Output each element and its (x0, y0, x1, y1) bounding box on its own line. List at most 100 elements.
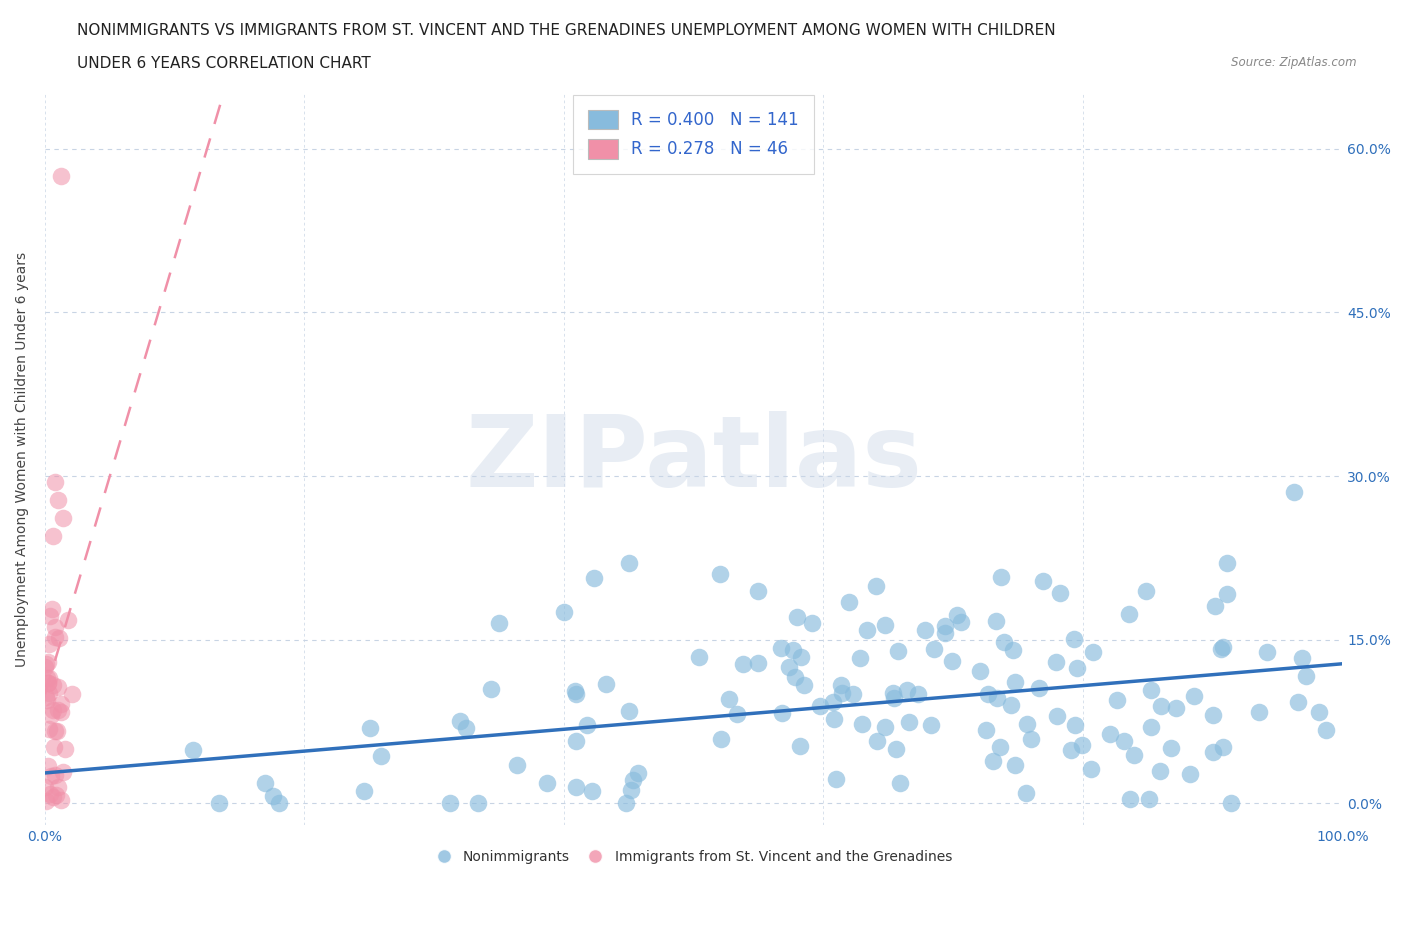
Point (39, 787, 62, 802)
Point (42, 677, 65, 692)
Point (801, 616, 824, 631)
Point (793, 677, 815, 692)
Point (41, 703, 63, 718)
Point (838, 594, 860, 609)
Point (583, 571, 606, 586)
Point (914, 623, 936, 638)
Point (907, 686, 929, 701)
Point (1315, 723, 1337, 737)
Point (988, 740, 1011, 755)
Point (44, 768, 66, 783)
Point (45, 724, 67, 738)
Point (467, 796, 489, 811)
Text: UNDER 6 YEARS CORRELATION CHART: UNDER 6 YEARS CORRELATION CHART (77, 56, 371, 71)
Point (950, 615, 973, 630)
Point (1137, 791, 1160, 806)
Point (831, 685, 853, 700)
Point (1212, 740, 1234, 755)
Point (873, 720, 896, 735)
Point (37, 655, 59, 670)
Point (823, 711, 845, 726)
Point (595, 676, 617, 691)
Point (718, 691, 741, 706)
Point (1019, 731, 1042, 746)
Point (1256, 644, 1278, 659)
Point (49, 705, 72, 720)
Point (620, 783, 643, 798)
Point (39, 769, 62, 784)
Point (565, 686, 588, 701)
Point (993, 634, 1015, 649)
Point (35, 793, 58, 808)
Point (1004, 674, 1026, 689)
Point (48, 702, 70, 717)
Point (782, 643, 804, 658)
Point (887, 644, 910, 658)
Point (262, 789, 284, 804)
Point (920, 717, 942, 732)
Point (44, 474, 66, 489)
Point (1202, 745, 1225, 760)
Point (1295, 669, 1317, 684)
Point (882, 686, 904, 701)
Point (208, 796, 231, 811)
Point (536, 776, 558, 790)
Point (1220, 796, 1243, 811)
Point (710, 731, 733, 746)
Point (46, 493, 69, 508)
Point (830, 678, 852, 693)
Point (621, 773, 644, 788)
Point (564, 684, 586, 698)
Point (1291, 651, 1313, 666)
Point (1286, 695, 1309, 710)
Point (1212, 640, 1234, 655)
Point (35, 671, 58, 685)
Point (1060, 743, 1083, 758)
Point (37, 758, 59, 773)
Point (60, 686, 83, 701)
Point (770, 705, 793, 720)
Point (1004, 757, 1026, 772)
Point (34, 779, 56, 794)
Point (1308, 704, 1330, 719)
Point (1160, 741, 1182, 756)
Point (1178, 766, 1201, 781)
Point (627, 765, 650, 780)
Point (52, 510, 75, 525)
Point (865, 733, 887, 748)
Point (1070, 737, 1092, 752)
Point (576, 717, 599, 732)
Point (725, 707, 748, 722)
Point (253, 776, 276, 790)
Point (865, 578, 887, 593)
Point (581, 783, 603, 798)
Text: NONIMMIGRANTS VS IMMIGRANTS FROM ST. VINCENT AND THE GRENADINES UNEMPLOYMENT AMO: NONIMMIGRANTS VS IMMIGRANTS FROM ST. VIN… (77, 23, 1056, 38)
Point (42, 740, 65, 755)
Point (856, 622, 879, 637)
Legend: Nonimmigrants, Immigrants from St. Vincent and the Grenadines: Nonimmigrants, Immigrants from St. Vince… (430, 844, 957, 870)
Point (747, 583, 769, 598)
Point (1118, 606, 1140, 621)
Point (1140, 683, 1163, 698)
Point (1081, 644, 1104, 659)
Point (934, 626, 956, 641)
Point (1202, 708, 1225, 723)
Point (1066, 660, 1088, 675)
Point (1028, 680, 1050, 695)
Point (1049, 586, 1071, 601)
Point (58, 612, 80, 627)
Point (1211, 642, 1233, 657)
Point (617, 556, 640, 571)
Point (825, 771, 848, 786)
Point (488, 616, 510, 631)
Point (1284, 485, 1306, 499)
Point (53, 741, 76, 756)
Point (39, 609, 62, 624)
Point (1107, 693, 1129, 708)
Point (789, 738, 811, 753)
Point (46, 680, 69, 695)
Point (44, 724, 66, 738)
Point (353, 784, 375, 799)
Point (1045, 655, 1067, 670)
Point (38, 685, 60, 700)
